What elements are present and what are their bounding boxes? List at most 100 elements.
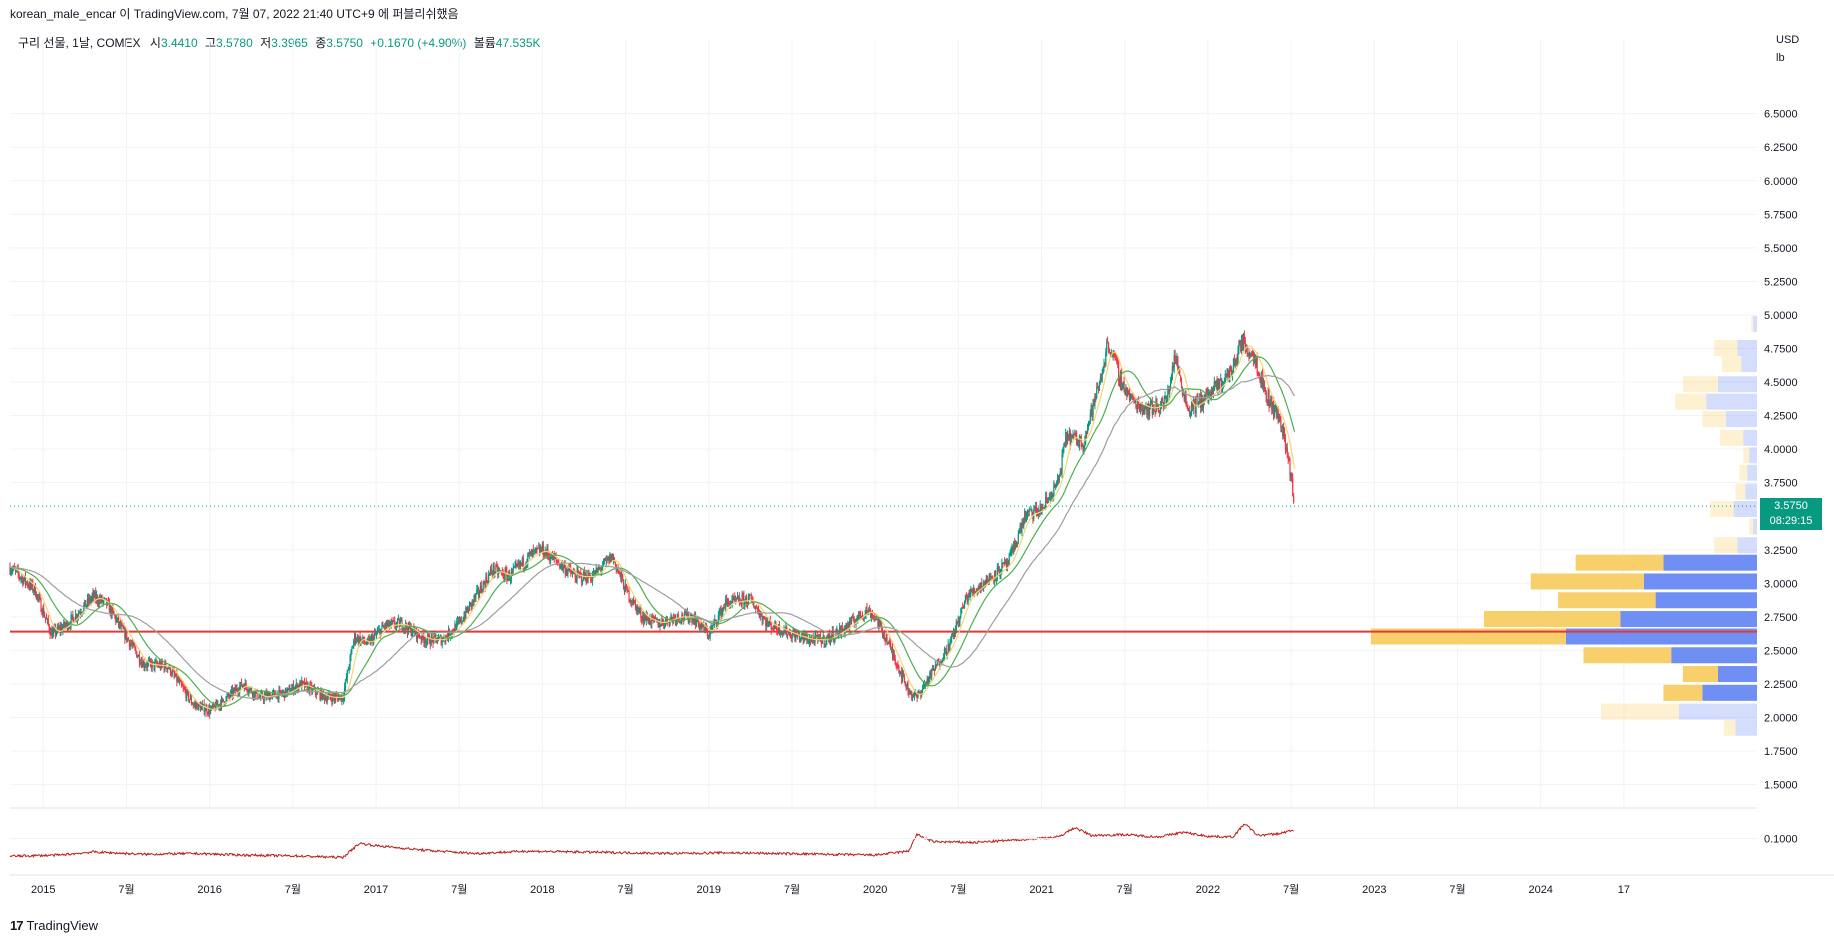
- candle-body: [1136, 407, 1138, 410]
- candle-body: [1235, 357, 1237, 362]
- candle-body: [1250, 353, 1252, 357]
- volume-profile-down-bar: [1682, 376, 1718, 393]
- candle-body: [1078, 437, 1080, 447]
- candle-body: [570, 567, 572, 573]
- candle-body: [330, 697, 332, 699]
- candle-body: [155, 661, 157, 663]
- candle-body: [195, 703, 197, 706]
- candle-body: [1284, 438, 1287, 450]
- candle-body: [1115, 356, 1117, 358]
- candle-body: [83, 605, 85, 612]
- symbol-name[interactable]: 구리 선물, 1날, COMEX: [18, 36, 141, 50]
- candle-body: [285, 688, 287, 695]
- candle-body: [527, 553, 529, 563]
- candle-body: [350, 651, 352, 656]
- candle-body: [1277, 410, 1279, 422]
- candle-body: [1234, 361, 1236, 366]
- candle-body: [1143, 409, 1145, 412]
- candle-body: [207, 712, 209, 714]
- candle-body: [1228, 372, 1230, 382]
- candle-body: [1210, 391, 1213, 397]
- candle-body: [519, 561, 521, 566]
- bar-countdown: 08:29:15: [1769, 515, 1813, 528]
- candle-body: [828, 633, 831, 642]
- candle-body: [771, 627, 773, 630]
- candle-body: [329, 693, 331, 698]
- candle-body: [116, 619, 118, 622]
- candle-body: [921, 688, 924, 691]
- candle-body: [529, 551, 532, 553]
- candle-body: [1262, 372, 1264, 388]
- candle-body: [643, 616, 645, 623]
- candle-body: [543, 555, 545, 557]
- footer-brand[interactable]: 17 TradingView: [10, 918, 98, 933]
- candle-body: [839, 627, 841, 635]
- candle-body: [867, 611, 869, 614]
- candle-body: [553, 554, 555, 558]
- candle-body: [208, 708, 210, 714]
- candle-body: [680, 620, 682, 622]
- candle-body: [92, 592, 94, 597]
- candle-body: [1247, 352, 1249, 354]
- candle-body: [801, 633, 803, 635]
- candle-body: [170, 673, 172, 675]
- candle-body: [1150, 400, 1153, 403]
- candle-body: [377, 629, 379, 632]
- candle-body: [1249, 353, 1251, 359]
- candle-body: [614, 562, 616, 565]
- candle-body: [725, 599, 728, 602]
- candle-body: [930, 671, 932, 677]
- candle-body: [1191, 402, 1194, 410]
- candle-body: [37, 594, 39, 598]
- candle-body: [1227, 368, 1229, 373]
- candle-body: [1256, 356, 1258, 374]
- candle-body: [108, 601, 110, 613]
- candle-body: [872, 615, 874, 618]
- candle-body: [1138, 405, 1141, 411]
- candle-body: [619, 571, 621, 573]
- candle-body: [1283, 427, 1285, 437]
- candle-body: [932, 669, 934, 671]
- candle-body: [156, 661, 158, 665]
- candle-body: [1020, 524, 1022, 532]
- candle-body: [991, 577, 993, 579]
- candle-body: [436, 638, 438, 643]
- price-tick-label: 5.2500: [1764, 276, 1798, 288]
- candle-body: [1162, 402, 1164, 407]
- candle-body: [84, 600, 86, 606]
- candle-body: [392, 620, 394, 622]
- candle-body: [256, 690, 258, 699]
- candle-body: [388, 620, 390, 627]
- candle-body: [564, 564, 566, 574]
- candle-body: [183, 687, 185, 690]
- candle-body: [1206, 389, 1208, 393]
- candle-body: [688, 619, 690, 622]
- candle-body: [787, 634, 789, 636]
- candle-body: [551, 552, 554, 561]
- candle-body: [979, 586, 981, 589]
- candle-body: [876, 619, 878, 621]
- candle-body: [833, 638, 835, 641]
- candle-body: [956, 621, 958, 624]
- candle-body: [990, 577, 992, 580]
- candle-body: [649, 617, 651, 624]
- price-tick-label: 2.0000: [1764, 712, 1798, 724]
- candle-body: [653, 617, 656, 619]
- candle-body: [531, 549, 533, 557]
- candle-body: [59, 626, 61, 631]
- candle-body: [111, 607, 113, 616]
- candle-body: [928, 677, 930, 684]
- candle-body: [636, 606, 638, 612]
- candle-body: [85, 604, 88, 607]
- candle-body: [583, 571, 585, 579]
- candle-body: [1268, 391, 1270, 407]
- candle-body: [88, 597, 90, 603]
- candle-body: [634, 601, 637, 605]
- candle-body: [1014, 543, 1017, 548]
- candle-body: [825, 640, 827, 644]
- candle-body: [549, 556, 551, 561]
- candle-body: [968, 594, 970, 598]
- close-label: 종: [315, 36, 327, 50]
- time-tick-label: 7월: [285, 883, 301, 896]
